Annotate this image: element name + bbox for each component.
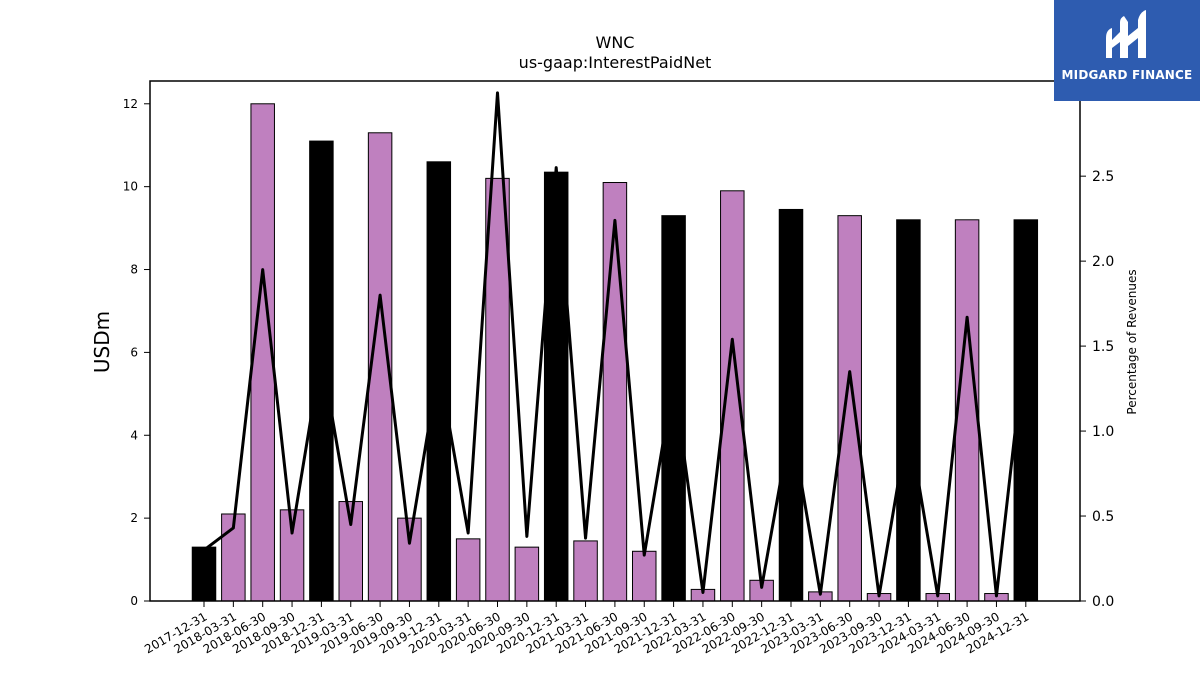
chart-title: WNC bbox=[596, 33, 635, 52]
brand-logo: MIDGARD FINANCE bbox=[1054, 0, 1200, 101]
line-layer bbox=[203, 91, 1028, 598]
y2-tick-label: 2.5 bbox=[1092, 169, 1114, 185]
bar bbox=[455, 538, 481, 602]
bar bbox=[514, 546, 540, 602]
y2-axis-label: Percentage of Revenues bbox=[1125, 269, 1139, 414]
y2-tick-label: 2.0 bbox=[1092, 254, 1114, 270]
bar bbox=[896, 219, 921, 602]
bar bbox=[837, 215, 862, 602]
series-line bbox=[203, 91, 1028, 598]
bar bbox=[309, 140, 334, 602]
bar bbox=[573, 540, 598, 602]
y-tick-label: 2 bbox=[130, 511, 138, 525]
y-tick-label: 12 bbox=[123, 97, 138, 111]
y-axis-label: USDm bbox=[90, 311, 114, 373]
midgard-logo-icon bbox=[1106, 10, 1146, 58]
bar bbox=[954, 219, 980, 602]
y2-tick-label: 0.5 bbox=[1092, 509, 1114, 525]
bar bbox=[485, 177, 510, 602]
y2-tick-label: 0.0 bbox=[1092, 594, 1114, 610]
y2-tick-label: 1.0 bbox=[1092, 424, 1114, 440]
bar bbox=[632, 550, 657, 602]
bar bbox=[543, 171, 569, 602]
y2-tick-label: 1.5 bbox=[1092, 339, 1114, 355]
bar bbox=[602, 182, 628, 602]
y-tick-label: 6 bbox=[130, 345, 138, 359]
bar bbox=[426, 161, 452, 602]
bar bbox=[720, 190, 745, 602]
y-tick-label: 4 bbox=[130, 428, 138, 442]
bar bbox=[661, 215, 686, 602]
bars-layer bbox=[191, 103, 1039, 602]
y-tick-label: 10 bbox=[123, 180, 138, 194]
y-tick-label: 8 bbox=[130, 263, 138, 277]
brand-logo-text: MIDGARD FINANCE bbox=[1061, 68, 1193, 82]
chart-subtitle: us-gaap:InterestPaidNet bbox=[519, 53, 712, 72]
bar bbox=[778, 208, 804, 602]
bar bbox=[191, 546, 217, 602]
y-tick-label: 0 bbox=[130, 594, 138, 608]
